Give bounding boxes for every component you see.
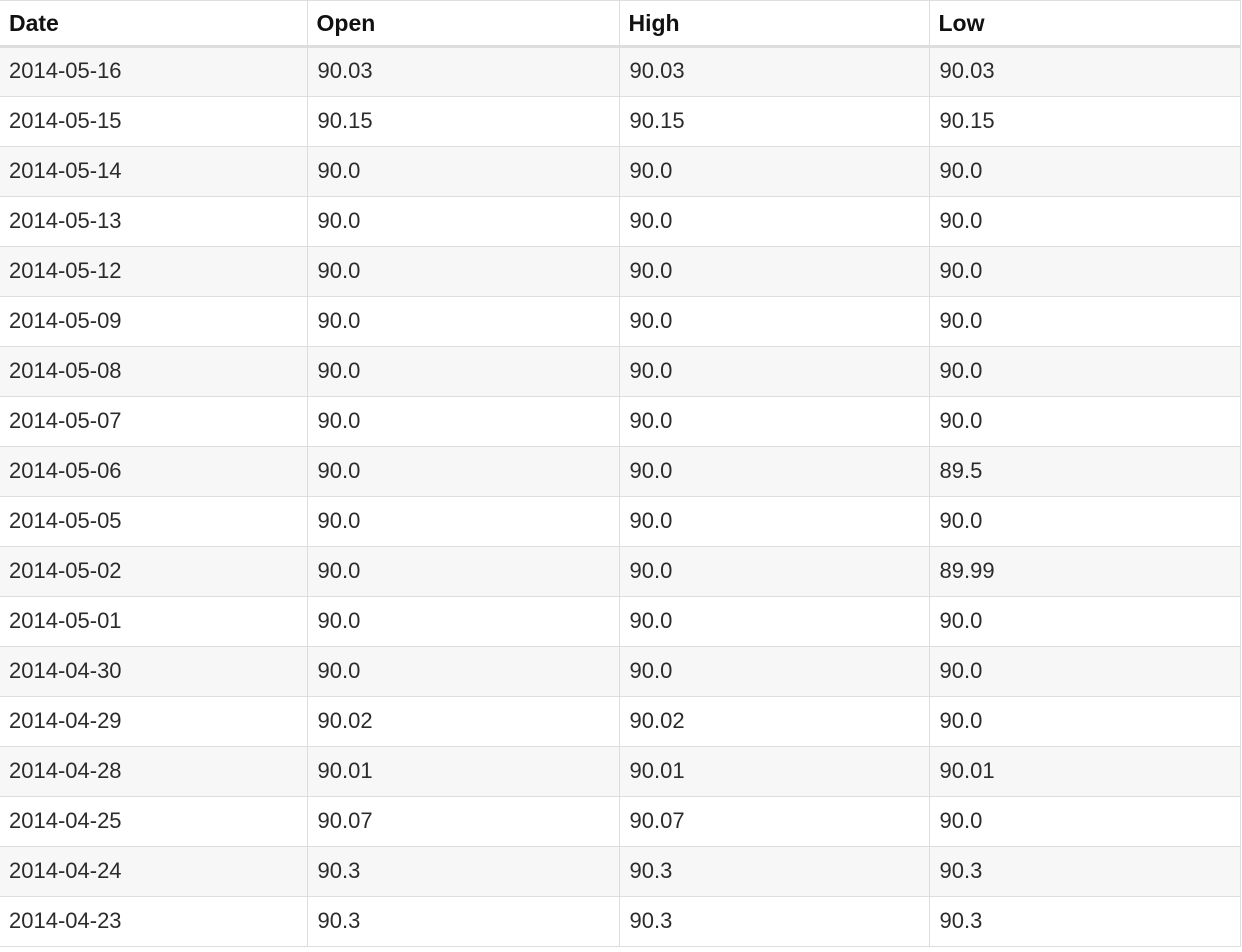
cell-low: 90.3 [928, 896, 1241, 947]
cell-low: 89.99 [928, 546, 1241, 597]
cell-date: 2014-05-06 [0, 446, 308, 497]
table-row: 2014-05-05 90.0 90.0 90.0 [0, 496, 1241, 547]
cell-high: 90.0 [618, 196, 930, 247]
cell-open: 90.15 [306, 96, 620, 147]
cell-open: 90.02 [306, 696, 620, 747]
cell-date: 2014-05-09 [0, 296, 308, 347]
cell-high: 90.0 [618, 396, 930, 447]
cell-high: 90.0 [618, 496, 930, 547]
cell-open: 90.0 [306, 296, 620, 347]
cell-low: 90.0 [928, 296, 1241, 347]
cell-low: 90.0 [928, 646, 1241, 697]
table-row: 2014-04-24 90.3 90.3 90.3 [0, 846, 1241, 897]
cell-low: 90.0 [928, 196, 1241, 247]
cell-open: 90.3 [306, 846, 620, 897]
cell-low: 90.15 [928, 96, 1241, 147]
table-row: 2014-05-09 90.0 90.0 90.0 [0, 296, 1241, 347]
table-row: 2014-05-08 90.0 90.0 90.0 [0, 346, 1241, 397]
cell-high: 90.0 [618, 596, 930, 647]
table-row: 2014-05-14 90.0 90.0 90.0 [0, 146, 1241, 197]
cell-high: 90.0 [618, 146, 930, 197]
table-row: 2014-05-12 90.0 90.0 90.0 [0, 246, 1241, 297]
table-body: 2014-05-16 90.03 90.03 90.03 2014-05-15 90.15… [0, 46, 1241, 947]
cell-date: 2014-04-30 [0, 646, 308, 697]
cell-low: 90.0 [928, 346, 1241, 397]
cell-open: 90.0 [306, 546, 620, 597]
cell-low: 90.03 [928, 46, 1241, 97]
table-row: 2014-04-30 90.0 90.0 90.0 [0, 646, 1241, 697]
cell-open: 90.0 [306, 446, 620, 497]
cell-date: 2014-05-14 [0, 146, 308, 197]
cell-low: 90.0 [928, 146, 1241, 197]
table-row: 2014-04-28 90.01 90.01 90.01 [0, 746, 1241, 797]
cell-high: 90.3 [618, 846, 930, 897]
table-row: 2014-04-29 90.02 90.02 90.0 [0, 696, 1241, 747]
cell-low: 90.0 [928, 496, 1241, 547]
cell-date: 2014-04-23 [0, 896, 308, 947]
cell-low: 90.0 [928, 396, 1241, 447]
header-row: Date Open High Low [0, 0, 1241, 48]
cell-high: 90.0 [618, 646, 930, 697]
cell-low: 90.01 [928, 746, 1241, 797]
cell-open: 90.0 [306, 346, 620, 397]
cell-date: 2014-05-01 [0, 596, 308, 647]
table-row: 2014-05-02 90.0 90.0 89.99 [0, 546, 1241, 597]
cell-open: 90.07 [306, 796, 620, 847]
cell-date: 2014-05-12 [0, 246, 308, 297]
cell-high: 90.3 [618, 896, 930, 947]
cell-high: 90.0 [618, 296, 930, 347]
cell-low: 89.5 [928, 446, 1241, 497]
cell-open: 90.03 [306, 46, 620, 97]
cell-high: 90.03 [618, 46, 930, 97]
table-row: 2014-04-23 90.3 90.3 90.3 [0, 896, 1241, 947]
cell-open: 90.0 [306, 396, 620, 447]
table-header: Date Open High Low [0, 0, 1241, 48]
table-row: 2014-05-06 90.0 90.0 89.5 [0, 446, 1241, 497]
cell-open: 90.0 [306, 146, 620, 197]
cell-open: 90.3 [306, 896, 620, 947]
cell-open: 90.0 [306, 496, 620, 547]
cell-low: 90.0 [928, 696, 1241, 747]
cell-date: 2014-04-29 [0, 696, 308, 747]
table-row: 2014-05-07 90.0 90.0 90.0 [0, 396, 1241, 447]
cell-date: 2014-05-15 [0, 96, 308, 147]
column-header-high[interactable]: High [618, 0, 930, 48]
table-row: 2014-04-25 90.07 90.07 90.0 [0, 796, 1241, 847]
cell-low: 90.0 [928, 246, 1241, 297]
cell-high: 90.02 [618, 696, 930, 747]
cell-date: 2014-05-13 [0, 196, 308, 247]
cell-open: 90.01 [306, 746, 620, 797]
cell-date: 2014-04-25 [0, 796, 308, 847]
cell-low: 90.3 [928, 846, 1241, 897]
cell-date: 2014-05-02 [0, 546, 308, 597]
cell-date: 2014-05-16 [0, 46, 308, 97]
cell-open: 90.0 [306, 196, 620, 247]
table-row: 2014-05-16 90.03 90.03 90.03 [0, 46, 1241, 97]
cell-open: 90.0 [306, 646, 620, 697]
cell-high: 90.01 [618, 746, 930, 797]
cell-open: 90.0 [306, 246, 620, 297]
cell-date: 2014-05-05 [0, 496, 308, 547]
cell-high: 90.0 [618, 446, 930, 497]
cell-date: 2014-05-08 [0, 346, 308, 397]
cell-low: 90.0 [928, 796, 1241, 847]
table-row: 2014-05-13 90.0 90.0 90.0 [0, 196, 1241, 247]
cell-date: 2014-04-24 [0, 846, 308, 897]
column-header-low[interactable]: Low [928, 0, 1241, 48]
cell-open: 90.0 [306, 596, 620, 647]
column-header-open[interactable]: Open [306, 0, 620, 48]
cell-high: 90.15 [618, 96, 930, 147]
cell-low: 90.0 [928, 596, 1241, 647]
cell-high: 90.0 [618, 246, 930, 297]
cell-date: 2014-04-28 [0, 746, 308, 797]
cell-high: 90.0 [618, 546, 930, 597]
column-header-date[interactable]: Date [0, 0, 308, 48]
cell-date: 2014-05-07 [0, 396, 308, 447]
table-row: 2014-05-01 90.0 90.0 90.0 [0, 596, 1241, 647]
cell-high: 90.07 [618, 796, 930, 847]
cell-high: 90.0 [618, 346, 930, 397]
table-row: 2014-05-15 90.15 90.15 90.15 [0, 96, 1241, 147]
